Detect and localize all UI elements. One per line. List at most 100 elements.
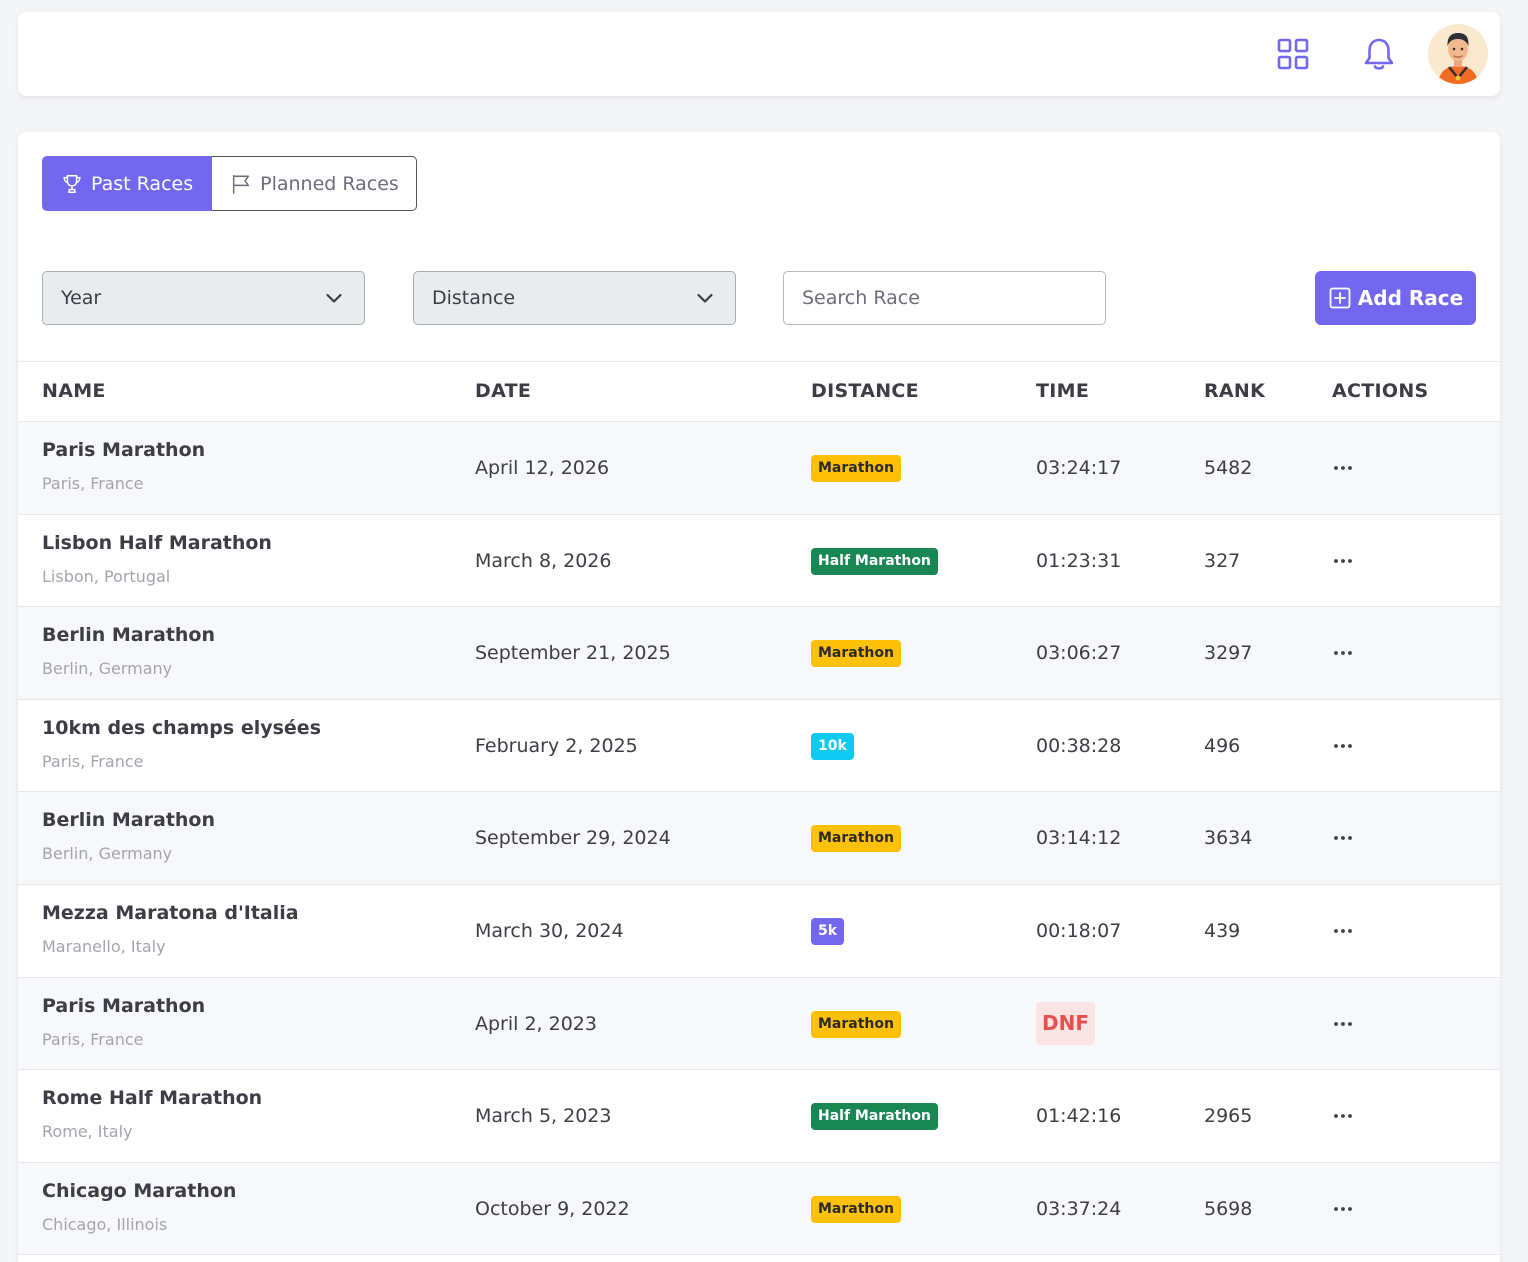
more-horizontal-icon: [1334, 1021, 1352, 1026]
chevron-down-icon: [326, 293, 342, 303]
row-actions-button[interactable]: [1332, 736, 1354, 756]
race-location: Berlin, Germany: [42, 844, 173, 864]
distance-badge-wrapper: Half Marathon: [811, 547, 938, 575]
more-horizontal-icon: [1334, 466, 1352, 470]
race-date: March 8, 2026: [475, 549, 612, 572]
avatar[interactable]: [1428, 24, 1488, 84]
race-time: 01:42:16: [1036, 1105, 1122, 1128]
race-rank: 439: [1204, 919, 1241, 942]
distance-badge-wrapper: Marathon: [811, 640, 901, 668]
distance-badge-wrapper: 10k: [811, 732, 854, 760]
table-row[interactable]: 10km des champs elysées Paris, France Febr…: [18, 699, 1500, 793]
race-name[interactable]: Berlin Marathon: [42, 809, 216, 832]
column-header-name[interactable]: NAME: [42, 380, 106, 402]
race-rank: 3634: [1204, 827, 1253, 850]
race-date: March 30, 2024: [475, 919, 624, 942]
more-horizontal-icon: [1334, 929, 1352, 933]
race-date: September 21, 2025: [475, 642, 671, 665]
race-date: October 9, 2022: [475, 1197, 630, 1220]
race-name[interactable]: Chicago Marathon: [42, 1179, 237, 1202]
race-date: April 12, 2026: [475, 457, 610, 479]
distance-badge-wrapper: Marathon: [811, 1195, 901, 1223]
row-actions-button[interactable]: [1332, 921, 1354, 941]
distance-badge-wrapper: Half Marathon: [811, 1103, 938, 1131]
row-actions-button[interactable]: [1332, 1106, 1354, 1126]
tab-past-races-label: Past Races: [91, 172, 194, 195]
trophy-icon: [63, 174, 81, 193]
distance-badge: Marathon: [811, 825, 901, 853]
tab-planned-races-label: Planned Races: [260, 172, 399, 195]
race-date: March 5, 2023: [475, 1105, 612, 1128]
tab-past-races[interactable]: Past Races: [42, 156, 213, 211]
race-date: September 29, 2024: [475, 827, 671, 850]
race-location: Chicago, Illinois: [42, 1214, 168, 1234]
table-row[interactable]: Paris Marathon Paris, France April 12, 202…: [18, 422, 1500, 515]
race-name[interactable]: 10km des champs elysées: [42, 716, 322, 739]
tab-planned-races[interactable]: Planned Races: [212, 156, 417, 211]
race-time: 00:18:07: [1036, 919, 1122, 942]
distance-badge-wrapper: 5k: [811, 917, 845, 945]
row-actions-button[interactable]: [1332, 1199, 1354, 1219]
table-row[interactable]: Berlin Marathon Berlin, Germany September …: [18, 792, 1500, 885]
race-name[interactable]: Paris Marathon: [42, 439, 206, 461]
more-horizontal-icon: [1334, 1206, 1352, 1211]
row-actions-button[interactable]: [1332, 551, 1354, 571]
races-table-body: Paris Marathon Paris, France April 12, 202…: [18, 422, 1500, 1256]
row-actions-button[interactable]: [1332, 643, 1354, 663]
flag-icon: [233, 174, 250, 194]
race-name[interactable]: Mezza Maratona d'Italia: [42, 901, 299, 924]
race-location: Rome, Italy: [42, 1122, 133, 1142]
table-row[interactable]: Berlin Marathon Berlin, Germany September …: [18, 607, 1500, 700]
column-header-date[interactable]: DATE: [475, 380, 532, 402]
distance-badge: Marathon: [811, 640, 901, 668]
table-row[interactable]: Rome Half Marathon Rome, Italy March 5, 20…: [18, 1070, 1500, 1163]
table-row[interactable]: Paris Marathon Paris, France April 2, 2023…: [18, 977, 1500, 1071]
race-name[interactable]: Berlin Marathon: [42, 624, 216, 647]
table-row[interactable]: Lisbon Half Marathon Lisbon, Portugal Marc…: [18, 514, 1500, 608]
row-actions-button[interactable]: [1332, 1014, 1354, 1034]
plus-square-icon: [1329, 287, 1351, 309]
row-actions-button[interactable]: [1332, 458, 1354, 478]
race-rank: 5482: [1204, 457, 1253, 479]
add-race-button[interactable]: Add Race: [1315, 271, 1476, 325]
race-name[interactable]: Rome Half Marathon: [42, 1087, 263, 1110]
distance-badge: Marathon: [811, 1195, 901, 1223]
user-avatar-image: [1428, 24, 1488, 84]
search-race-input[interactable]: [783, 271, 1106, 325]
column-header-rank[interactable]: RANK: [1204, 380, 1266, 402]
race-location: Lisbon, Portugal: [42, 566, 171, 586]
distance-badge-wrapper: Marathon: [811, 1010, 901, 1038]
race-time: 00:38:28: [1036, 734, 1122, 757]
race-rank: 5698: [1204, 1197, 1253, 1220]
race-date: April 2, 2023: [475, 1012, 597, 1035]
table-row[interactable]: Chicago Marathon Chicago, Illinois October…: [18, 1162, 1500, 1256]
distance-badge: Marathon: [811, 1010, 901, 1038]
race-rank: 3297: [1204, 642, 1253, 665]
year-select-value: Year: [61, 287, 102, 309]
race-rank: 327: [1204, 549, 1241, 572]
race-name[interactable]: Paris Marathon: [42, 994, 206, 1017]
distance-select[interactable]: Distance: [413, 271, 736, 325]
more-horizontal-icon: [1334, 651, 1352, 656]
race-name[interactable]: Lisbon Half Marathon: [42, 531, 272, 554]
distance-badge: Half Marathon: [811, 547, 938, 575]
distance-badge: 5k: [811, 917, 845, 945]
table-row[interactable]: Mezza Maratona d'Italia Maranello, Italy M…: [18, 884, 1500, 978]
distance-badge: Half Marathon: [811, 1103, 938, 1131]
race-location: Paris, France: [42, 474, 144, 493]
column-header-distance[interactable]: DISTANCE: [811, 380, 919, 402]
race-time: 03:24:17: [1036, 457, 1122, 479]
race-tabs: Past Races Planned Races: [42, 156, 417, 211]
add-race-label: Add Race: [1357, 286, 1464, 310]
year-select[interactable]: Year: [42, 271, 365, 325]
race-rank: 2965: [1204, 1105, 1253, 1128]
race-location: Paris, France: [42, 751, 144, 771]
column-header-time[interactable]: TIME: [1036, 380, 1090, 402]
more-horizontal-icon: [1334, 1114, 1352, 1119]
row-actions-button[interactable]: [1332, 828, 1354, 848]
grid-icon[interactable]: [1276, 37, 1310, 71]
more-horizontal-icon: [1334, 743, 1352, 748]
distance-badge-wrapper: Marathon: [811, 825, 901, 853]
more-horizontal-icon: [1334, 836, 1352, 841]
bell-icon[interactable]: [1362, 36, 1396, 72]
